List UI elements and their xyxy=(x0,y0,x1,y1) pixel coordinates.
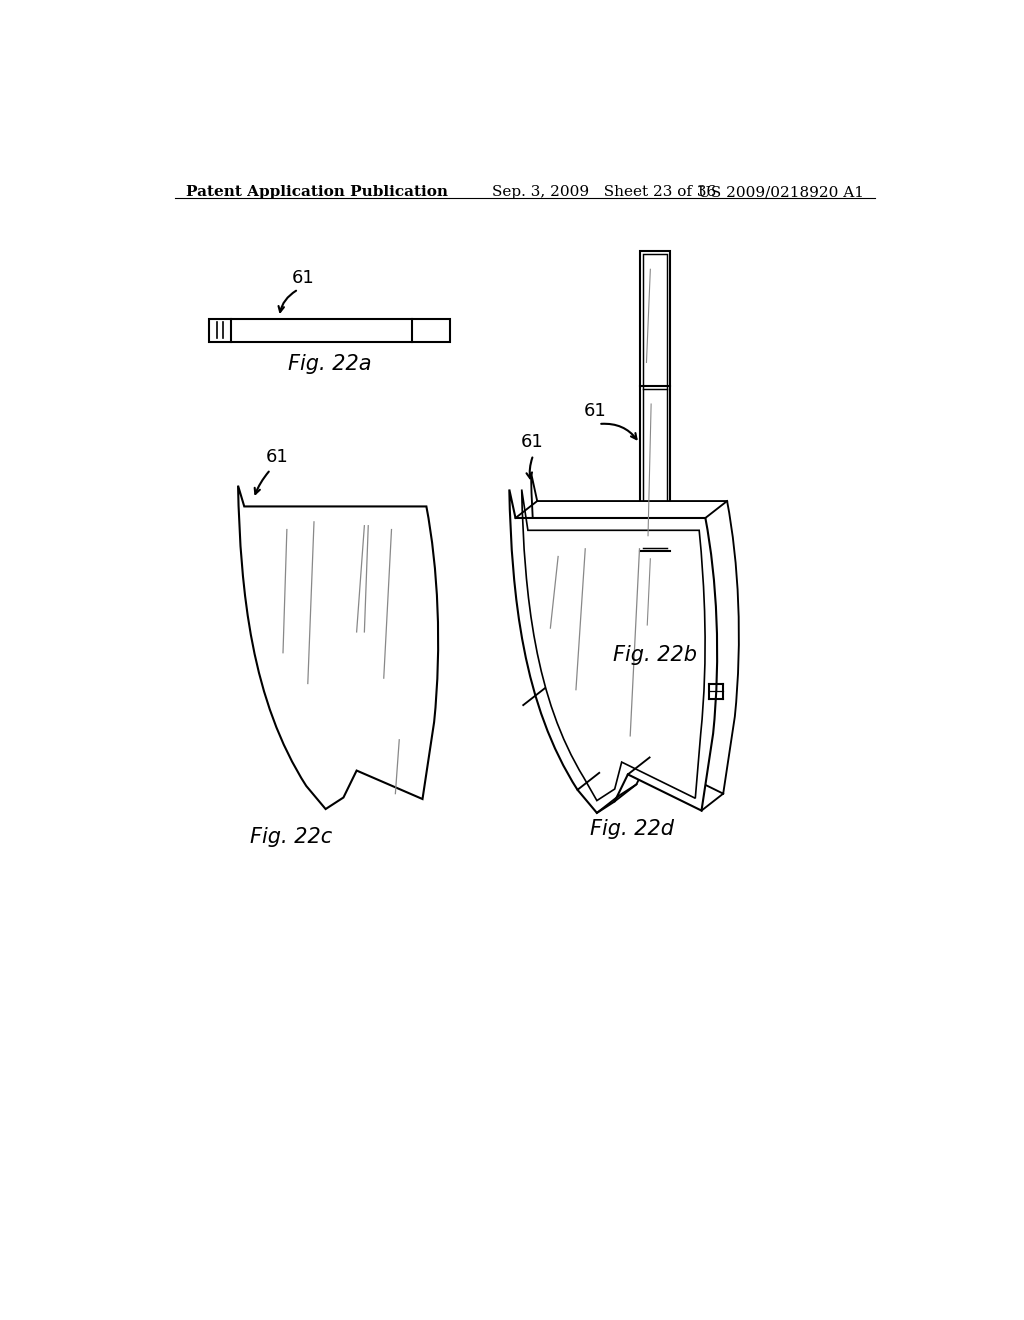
Text: Patent Application Publication: Patent Application Publication xyxy=(186,185,449,199)
Text: Fig. 22d: Fig. 22d xyxy=(590,818,674,840)
Bar xyxy=(209,318,450,342)
Text: Fig. 22c: Fig. 22c xyxy=(250,826,332,846)
PathPatch shape xyxy=(238,486,438,809)
Text: 61: 61 xyxy=(292,269,314,286)
Text: 61: 61 xyxy=(266,449,289,466)
PathPatch shape xyxy=(509,490,717,813)
Text: 61: 61 xyxy=(584,403,606,420)
Text: Sep. 3, 2009   Sheet 23 of 36: Sep. 3, 2009 Sheet 23 of 36 xyxy=(493,185,717,199)
Text: US 2009/0218920 A1: US 2009/0218920 A1 xyxy=(698,185,864,199)
PathPatch shape xyxy=(531,473,739,796)
Bar xyxy=(643,253,667,632)
Bar xyxy=(640,251,670,636)
Text: Fig. 22b: Fig. 22b xyxy=(613,645,697,665)
Text: 61: 61 xyxy=(521,433,544,451)
Text: Fig. 22a: Fig. 22a xyxy=(288,354,372,374)
